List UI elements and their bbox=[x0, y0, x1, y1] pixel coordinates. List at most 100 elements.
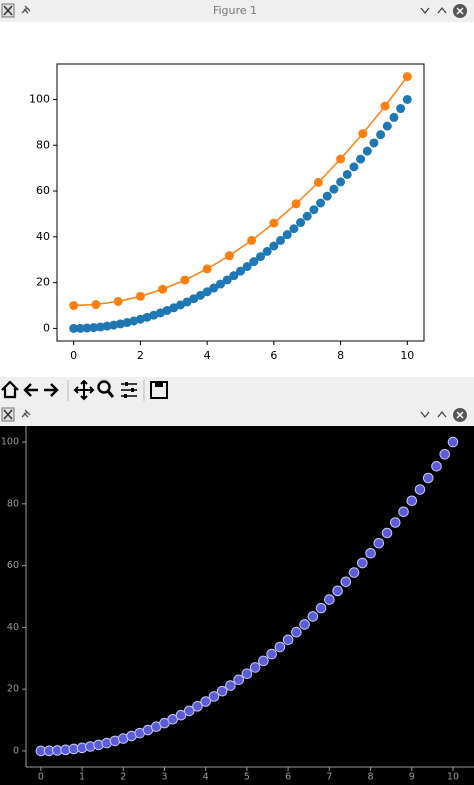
zoom-handle bbox=[106, 390, 115, 398]
marker bbox=[348, 567, 360, 578]
x-tick-label: 10 bbox=[447, 772, 459, 783]
close-x bbox=[456, 411, 464, 419]
marker bbox=[356, 154, 366, 164]
window-title: Figure 1 bbox=[213, 4, 257, 17]
back-button[interactable] bbox=[23, 383, 38, 397]
marker bbox=[389, 517, 401, 528]
marker bbox=[109, 320, 119, 330]
pan-button[interactable] bbox=[73, 379, 95, 401]
marker bbox=[439, 448, 451, 460]
y-tick-label: 20 bbox=[36, 276, 50, 289]
marker bbox=[282, 230, 292, 240]
marker bbox=[249, 662, 261, 673]
marker bbox=[208, 691, 220, 702]
axes-frame bbox=[56, 63, 425, 342]
marker bbox=[382, 121, 392, 131]
close-x bbox=[456, 7, 464, 15]
x-tick-label: 0 bbox=[38, 772, 44, 783]
marker bbox=[258, 655, 269, 667]
marker bbox=[224, 251, 234, 261]
marker bbox=[340, 576, 352, 588]
marker bbox=[309, 205, 319, 215]
marker bbox=[358, 129, 368, 139]
x-tick-label: 8 bbox=[337, 349, 344, 362]
x-tick-label: 2 bbox=[120, 772, 126, 783]
marker bbox=[299, 619, 310, 630]
maximize-button[interactable] bbox=[437, 6, 447, 14]
marker bbox=[422, 472, 434, 484]
y-tick-label: 60 bbox=[7, 560, 19, 571]
marker bbox=[89, 323, 99, 333]
marker bbox=[236, 266, 245, 276]
marker bbox=[113, 296, 123, 306]
minimize-button[interactable] bbox=[420, 7, 430, 15]
pin-button[interactable] bbox=[21, 409, 31, 418]
pin-button[interactable] bbox=[21, 5, 31, 14]
marker bbox=[398, 506, 409, 518]
x-tick-label: 6 bbox=[285, 772, 291, 783]
x-tick-label: 1 bbox=[79, 772, 85, 783]
marker bbox=[296, 218, 306, 228]
marker bbox=[402, 72, 412, 82]
series-line bbox=[73, 76, 408, 307]
marker bbox=[307, 611, 319, 622]
marker bbox=[373, 537, 385, 549]
marker bbox=[202, 264, 212, 274]
marker bbox=[192, 701, 203, 712]
marker bbox=[349, 162, 359, 172]
app-icon-x bbox=[3, 409, 13, 420]
y-tick-label: 0 bbox=[43, 321, 50, 334]
marker bbox=[209, 283, 219, 293]
home-button[interactable] bbox=[1, 380, 19, 399]
save-icon-part bbox=[155, 382, 163, 387]
marker bbox=[396, 104, 406, 114]
marker bbox=[406, 495, 418, 507]
configure-button[interactable] bbox=[121, 383, 137, 397]
marker bbox=[302, 211, 312, 221]
marker bbox=[91, 300, 101, 310]
marker bbox=[369, 138, 379, 148]
plot-background bbox=[0, 426, 474, 785]
y-tick-label: 60 bbox=[36, 184, 50, 197]
title-bar bbox=[0, 404, 474, 426]
x-tick-label: 9 bbox=[409, 772, 415, 783]
marker bbox=[195, 290, 205, 300]
marker bbox=[316, 198, 326, 208]
forward-button[interactable] bbox=[44, 383, 59, 397]
y-tick-label: 80 bbox=[36, 138, 50, 151]
marker bbox=[216, 685, 228, 697]
marker bbox=[202, 287, 212, 297]
marker bbox=[313, 177, 323, 187]
marker bbox=[342, 169, 352, 179]
marker bbox=[336, 154, 346, 164]
marker bbox=[315, 602, 327, 614]
marker bbox=[233, 674, 244, 686]
marker bbox=[175, 709, 187, 721]
y-tick-label: 40 bbox=[36, 230, 50, 243]
maximize-button[interactable] bbox=[437, 410, 447, 418]
marker bbox=[215, 279, 225, 289]
marker bbox=[135, 291, 145, 301]
slider-knob bbox=[125, 382, 128, 386]
toolbar bbox=[0, 377, 474, 404]
x-tick-label: 10 bbox=[400, 349, 414, 362]
marker bbox=[256, 252, 266, 262]
marker bbox=[115, 319, 125, 329]
marker bbox=[365, 547, 376, 559]
marker bbox=[362, 146, 372, 156]
marker bbox=[291, 626, 302, 638]
y-tick-label: 100 bbox=[1, 437, 19, 448]
marker bbox=[247, 235, 257, 245]
marker bbox=[336, 177, 346, 187]
minimize-button[interactable] bbox=[420, 411, 430, 419]
marker bbox=[167, 714, 179, 725]
x-tick-label: 4 bbox=[203, 772, 209, 783]
x-tick-label: 3 bbox=[161, 772, 167, 783]
marker bbox=[102, 321, 112, 331]
marker bbox=[182, 297, 192, 307]
x-tick-label: 7 bbox=[326, 772, 332, 783]
y-tick-label: 40 bbox=[7, 622, 19, 633]
marker bbox=[329, 184, 339, 194]
zoom-button[interactable] bbox=[97, 380, 111, 394]
